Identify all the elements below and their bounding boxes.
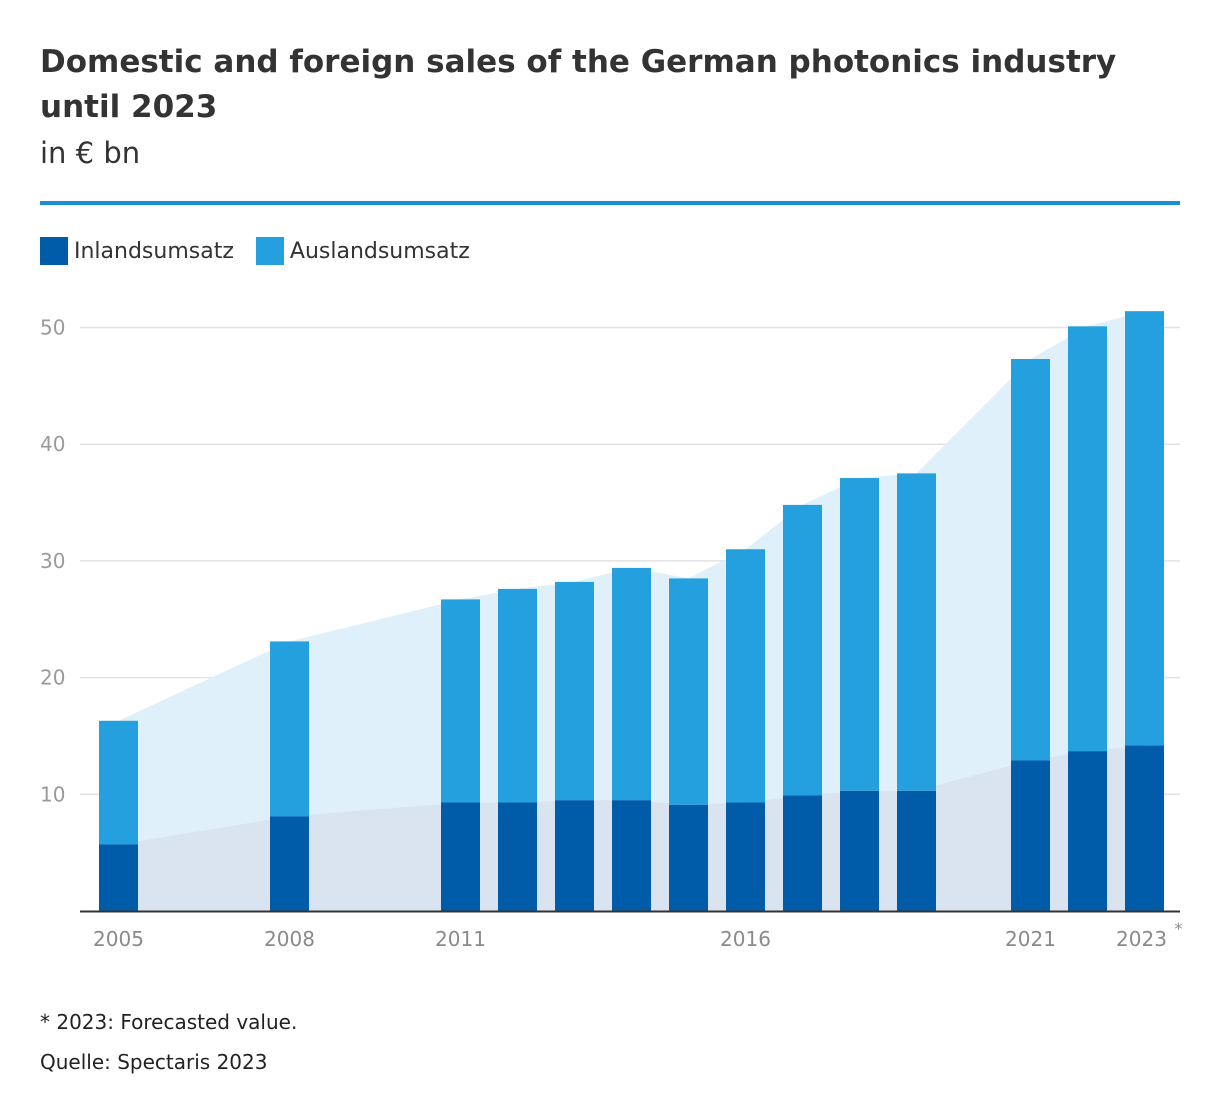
bar-inlandsumsatz-2014: [612, 800, 651, 911]
bar-inlandsumsatz-2023: [1125, 745, 1164, 911]
legend-item-auslandsumsatz[interactable]: Auslandsumsatz: [255, 237, 470, 265]
bar-auslandsumsatz-2015: [669, 578, 708, 805]
bar-inlandsumsatz-2012: [498, 802, 537, 911]
y-tick-label-50: 50: [40, 316, 65, 340]
bar-inlandsumsatz-2005: [99, 844, 138, 911]
y-tick-label-30: 30: [40, 549, 65, 573]
bar-auslandsumsatz-2018: [840, 478, 879, 791]
bar-inlandsumsatz-2021: [1011, 760, 1050, 911]
bar-inlandsumsatz-2008: [270, 816, 309, 911]
forecast-asterisk: *: [1175, 919, 1183, 938]
x-tick-label-2023: 2023: [1116, 927, 1167, 951]
x-tick-label-2021: 2021: [1005, 927, 1056, 951]
bar-inlandsumsatz-2016: [726, 802, 765, 911]
legend-item-inlandsumsatz[interactable]: Inlandsumsatz: [40, 237, 234, 265]
title-divider: [40, 201, 1180, 205]
x-tick-label-2005: 2005: [93, 927, 144, 951]
x-tick-label-2008: 2008: [264, 927, 315, 951]
bar-auslandsumsatz-2017: [783, 504, 822, 796]
bar-auslandsumsatz-2012: [498, 588, 537, 803]
legend-label-inlandsumsatz: Inlandsumsatz: [74, 238, 234, 264]
footnote: * 2023: Forecasted value.: [40, 1010, 298, 1034]
x-tick-label-2011: 2011: [435, 927, 486, 951]
bar-inlandsumsatz-2022: [1068, 751, 1107, 911]
stacked-bar-chart: 10 20 30 40 50 2005 2008 2011 2016 2021 2023 *: [40, 311, 1183, 951]
bar-auslandsumsatz-2013: [555, 581, 594, 801]
legend-label-auslandsumsatz: Auslandsumsatz: [289, 238, 470, 264]
y-tick-label-10: 10: [40, 782, 65, 806]
chart-title: Domestic and foreign sales of the German…: [40, 44, 1117, 125]
legend-swatch-inlandsumsatz: [40, 237, 68, 265]
bar-inlandsumsatz-2017: [783, 795, 822, 911]
bar-auslandsumsatz-2023: [1125, 311, 1164, 746]
bar-auslandsumsatz-2019: [897, 473, 936, 791]
source-note: Quelle: Spectaris 2023: [40, 1050, 268, 1074]
chart-subtitle: in € bn: [40, 136, 141, 170]
bar-inlandsumsatz-2019: [897, 790, 936, 911]
bar-auslandsumsatz-2014: [612, 567, 651, 801]
bar-auslandsumsatz-2021: [1011, 359, 1050, 761]
bar-auslandsumsatz-2008: [270, 641, 309, 817]
bar-inlandsumsatz-2018: [840, 790, 879, 911]
legend: Inlandsumsatz Auslandsumsatz: [40, 237, 492, 265]
bar-auslandsumsatz-2016: [726, 549, 765, 803]
bar-inlandsumsatz-2011: [441, 802, 480, 911]
bar-inlandsumsatz-2015: [669, 804, 708, 911]
bar-auslandsumsatz-2011: [441, 599, 480, 803]
y-tick-label-40: 40: [40, 432, 65, 456]
bar-inlandsumsatz-2013: [555, 800, 594, 911]
legend-swatch-auslandsumsatz: [255, 237, 284, 265]
bar-auslandsumsatz-2022: [1068, 326, 1107, 752]
bar-auslandsumsatz-2005: [99, 720, 138, 845]
y-tick-label-20: 20: [40, 666, 65, 690]
x-tick-label-2016: 2016: [720, 927, 771, 951]
